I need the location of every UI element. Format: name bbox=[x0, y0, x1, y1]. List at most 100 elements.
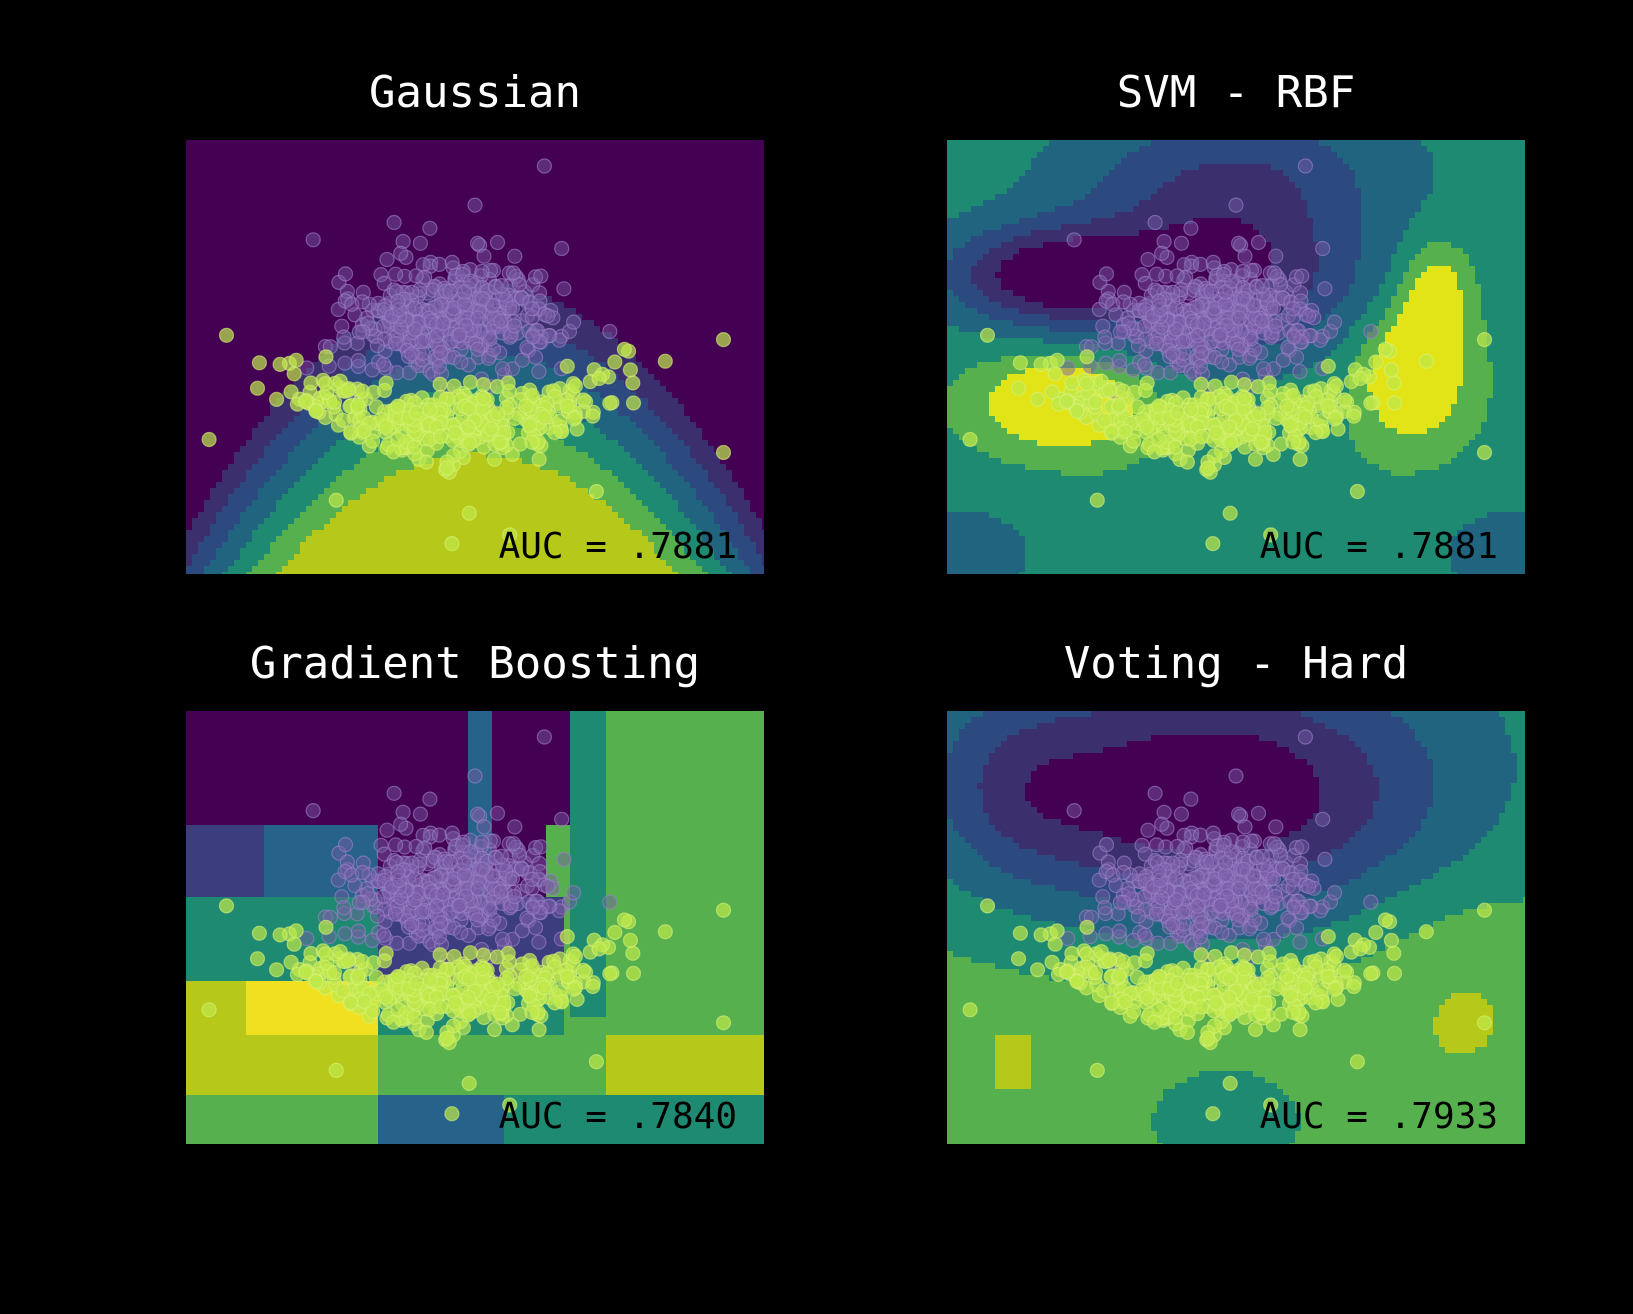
point-class-b bbox=[1104, 424, 1120, 440]
surface-cell bbox=[606, 957, 764, 964]
surface-cell bbox=[756, 548, 764, 555]
surface-cell bbox=[947, 362, 978, 369]
point-class-a bbox=[415, 916, 431, 932]
surface-cell bbox=[1145, 843, 1266, 850]
point-class-a bbox=[1254, 313, 1270, 329]
point-class-a bbox=[336, 335, 353, 351]
point-class-a bbox=[533, 839, 549, 855]
surface-cell bbox=[636, 458, 667, 465]
surface-cell bbox=[1289, 867, 1368, 874]
surface-cell bbox=[186, 326, 355, 333]
surface-cell bbox=[1079, 891, 1314, 898]
point-class-b bbox=[1236, 390, 1252, 406]
surface-cell bbox=[1517, 765, 1525, 772]
surface-cell bbox=[186, 723, 469, 730]
point-class-a bbox=[1097, 905, 1114, 922]
point-class-a bbox=[1255, 325, 1272, 341]
surface-cell bbox=[1313, 224, 1362, 231]
surface-cell bbox=[186, 1107, 379, 1114]
point-class-a bbox=[429, 328, 445, 344]
point-class-b bbox=[591, 941, 607, 957]
surface-cell bbox=[600, 326, 764, 333]
surface-cell bbox=[564, 1017, 764, 1024]
surface-cell bbox=[186, 789, 469, 796]
point-class-a bbox=[1150, 898, 1166, 915]
surface-cell bbox=[983, 765, 1038, 772]
surface-cell bbox=[702, 536, 727, 543]
surface-cell bbox=[1337, 152, 1434, 159]
surface-cell bbox=[606, 927, 764, 934]
surface-cell bbox=[606, 915, 764, 922]
point-class-b bbox=[1058, 394, 1075, 410]
surface-cell bbox=[1493, 380, 1525, 387]
surface-cell bbox=[1349, 879, 1422, 886]
surface-cell bbox=[1265, 903, 1374, 910]
point-class-a bbox=[540, 878, 556, 895]
surface-cell bbox=[947, 831, 960, 838]
surface-cell bbox=[1433, 176, 1525, 183]
point-class-b bbox=[318, 349, 334, 365]
surface-cell bbox=[1379, 350, 1464, 357]
point-class-b bbox=[462, 374, 478, 390]
point-class-a bbox=[376, 927, 392, 943]
point-class-b bbox=[318, 376, 334, 392]
surface-cell bbox=[234, 488, 259, 495]
point-class-a bbox=[474, 291, 490, 307]
surface-cell bbox=[492, 777, 571, 784]
surface-cell bbox=[654, 476, 685, 483]
surface-cell bbox=[1391, 296, 1410, 303]
surface-cell bbox=[186, 1041, 379, 1048]
surface-cell bbox=[606, 747, 764, 754]
point-class-b bbox=[288, 923, 304, 939]
point-class-b bbox=[1096, 412, 1112, 428]
surface-cell bbox=[606, 819, 764, 826]
point-class-b bbox=[1222, 505, 1238, 521]
point-class-b bbox=[1101, 382, 1117, 398]
point-class-b bbox=[356, 993, 372, 1010]
surface-cell bbox=[636, 356, 764, 363]
point-class-b bbox=[1292, 1021, 1308, 1038]
surface-cell bbox=[708, 440, 764, 447]
surface-cell bbox=[1043, 338, 1152, 345]
surface-cell bbox=[186, 542, 199, 549]
surface-cell bbox=[977, 260, 1002, 267]
surface-cell bbox=[570, 855, 607, 862]
surface-cell bbox=[606, 897, 764, 904]
surface-cell bbox=[684, 404, 764, 411]
point-class-a bbox=[494, 325, 510, 341]
point-class-b bbox=[462, 1005, 478, 1021]
surface-cell bbox=[726, 566, 751, 573]
surface-cell bbox=[186, 861, 265, 868]
point-class-a bbox=[1203, 854, 1219, 870]
surface-cell bbox=[186, 344, 331, 351]
surface-cell bbox=[1355, 176, 1434, 183]
surface-cell bbox=[1031, 164, 1116, 171]
surface-cell bbox=[1487, 398, 1525, 405]
surface-cell bbox=[1013, 290, 1254, 297]
surface-cell bbox=[1025, 542, 1452, 549]
point-class-b bbox=[536, 979, 552, 996]
surface-cell bbox=[546, 362, 607, 369]
surface-cell bbox=[186, 146, 764, 153]
point-class-b bbox=[521, 417, 538, 433]
surface-cell bbox=[570, 957, 607, 964]
point-class-a bbox=[1095, 889, 1111, 905]
point-class-a bbox=[431, 827, 447, 843]
point-class-a bbox=[401, 935, 417, 951]
surface-cell bbox=[672, 428, 703, 435]
point-class-b bbox=[566, 981, 582, 997]
surface-cell bbox=[588, 350, 631, 357]
surface-cell bbox=[1085, 194, 1152, 201]
surface-cell bbox=[570, 927, 607, 934]
point-class-a bbox=[531, 934, 547, 950]
surface-cell bbox=[294, 482, 331, 489]
surface-cell bbox=[696, 488, 721, 495]
surface-cell bbox=[1385, 332, 1464, 339]
point-class-b bbox=[1151, 1001, 1167, 1018]
surface-cell bbox=[1355, 278, 1386, 285]
surface-cell bbox=[1355, 320, 1380, 327]
surface-cell bbox=[1421, 272, 1458, 279]
point-class-b bbox=[432, 947, 448, 963]
point-class-b bbox=[1386, 375, 1402, 391]
surface-cell bbox=[570, 897, 607, 904]
